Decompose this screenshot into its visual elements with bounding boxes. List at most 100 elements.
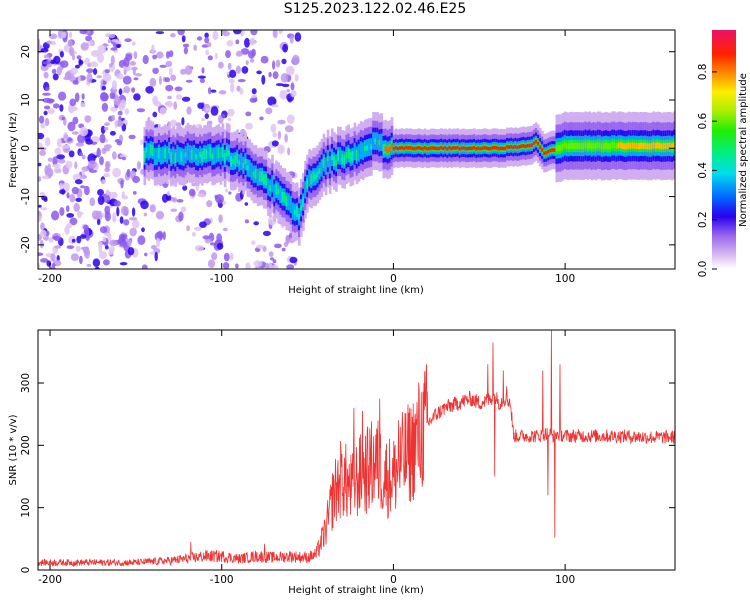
ridge-cell <box>320 159 324 177</box>
noise-blob <box>122 75 132 85</box>
noise-blob <box>53 167 62 174</box>
ridge-cell <box>516 145 519 150</box>
ridge-cell <box>242 162 245 168</box>
snr-y-axis-label: SNR (10 * v/v) <box>8 414 19 485</box>
noise-blob <box>285 65 295 76</box>
ridge-cell <box>508 145 511 149</box>
noise-blob <box>99 133 106 144</box>
ridge-cell <box>166 146 169 164</box>
ridge-cell <box>440 145 443 150</box>
ridge-cell <box>254 168 258 180</box>
ridge-cell <box>497 147 501 151</box>
noise-blob <box>159 64 167 68</box>
ridge-cell <box>256 168 260 186</box>
ridge-cell <box>285 198 289 204</box>
noise-blob <box>228 69 237 79</box>
noise-blob <box>207 55 213 61</box>
noise-blob <box>89 61 98 68</box>
noise-blob <box>275 83 284 87</box>
ridge-cell <box>411 146 414 151</box>
snr-y-tick-label: 100 <box>20 498 32 518</box>
noise-blob <box>218 61 224 69</box>
noise-blob <box>121 205 128 216</box>
noise-blob <box>80 234 87 239</box>
ridge-cell <box>495 146 499 150</box>
ridge-cell <box>514 145 517 149</box>
snr-x-tick-label: -100 <box>210 574 234 586</box>
noise-blob <box>206 200 213 208</box>
ridge-cell <box>283 192 287 203</box>
ridge-cell <box>522 144 526 148</box>
noise-blob <box>103 144 112 149</box>
ridge-cell <box>605 142 608 149</box>
noise-blob <box>52 73 59 81</box>
snr-x-tick-label: 0 <box>390 574 397 586</box>
noise-blob <box>233 30 242 35</box>
ridge-cell <box>314 174 318 180</box>
noise-blob <box>223 252 230 262</box>
noise-blob <box>53 103 60 109</box>
ridge-cell <box>425 147 429 151</box>
snr-frame <box>37 329 676 571</box>
spectrogram-x-axis-label: Height of straight line (km) <box>288 285 424 296</box>
noise-blob <box>127 247 135 256</box>
noise-blob <box>84 57 90 65</box>
ridge-cell <box>524 144 528 149</box>
ridge-cell <box>330 154 334 160</box>
noise-blob <box>69 217 78 226</box>
ridge-cell <box>473 145 476 150</box>
ridge-cell <box>279 185 282 204</box>
noise-blob <box>40 229 47 238</box>
noise-blob <box>97 44 107 54</box>
ridge-cell <box>223 155 227 161</box>
ridge-cell <box>539 145 542 149</box>
ridge-cell <box>207 144 210 162</box>
noise-blob <box>169 67 173 76</box>
noise-blob <box>135 73 142 77</box>
noise-blob <box>60 60 69 68</box>
ridge-cell <box>442 146 445 151</box>
noise-blob <box>151 44 155 54</box>
noise-blob <box>291 54 300 65</box>
noise-blob <box>194 245 204 252</box>
noise-blob <box>150 245 157 250</box>
noise-blob <box>40 207 48 211</box>
noise-blob <box>66 245 75 250</box>
ridge-cell <box>380 133 383 151</box>
noise-blob <box>40 222 45 231</box>
noise-blob <box>244 219 249 224</box>
ridge-cell <box>353 142 357 161</box>
ridge-cell <box>351 153 355 160</box>
noise-blob <box>201 44 209 48</box>
noise-blob <box>93 68 98 75</box>
ridge-cell <box>549 148 552 153</box>
noise-blob <box>216 233 223 243</box>
noise-blob <box>272 60 276 70</box>
noise-blob <box>188 188 196 197</box>
ridge-cell <box>631 142 635 149</box>
noise-blob <box>157 230 164 239</box>
ridge-cell <box>475 147 478 151</box>
noise-blob <box>221 113 226 119</box>
ridge-cell <box>293 209 297 215</box>
snr-x-tick-label: 100 <box>555 574 575 586</box>
noise-blob <box>285 235 290 245</box>
ridge-cell <box>557 145 561 152</box>
ridge-cell <box>335 160 338 166</box>
noise-blob <box>226 40 234 47</box>
noise-blob <box>59 207 65 216</box>
noise-blob <box>116 73 124 80</box>
ridge-cell <box>155 147 159 166</box>
noise-blob <box>130 66 138 71</box>
ridge-cell <box>298 214 301 220</box>
noise-blob <box>52 163 61 168</box>
noise-blob <box>193 44 198 51</box>
noise-blob <box>290 82 295 91</box>
noise-blob <box>66 223 73 229</box>
noise-blob <box>271 104 279 108</box>
noise-blob <box>227 117 232 122</box>
noise-blob <box>277 130 282 140</box>
noise-blob <box>191 231 196 237</box>
noise-blob <box>140 139 144 145</box>
noise-blob <box>87 160 97 169</box>
